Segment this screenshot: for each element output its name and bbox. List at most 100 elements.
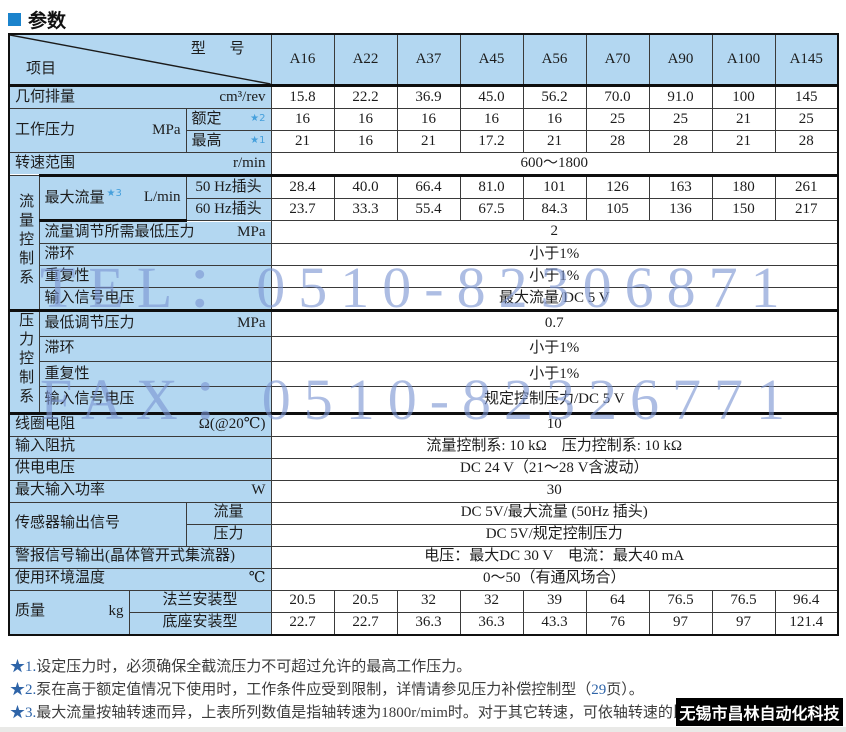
- cell-value: 56.2: [522, 85, 587, 109]
- cell-value: 25: [585, 108, 650, 131]
- cell-value: 39: [522, 589, 587, 613]
- sensor-flow-label-cell: 流量: [185, 501, 272, 525]
- cell-value: 20.5: [270, 589, 335, 613]
- ambient-temp-label: 使用环境温度: [15, 570, 106, 587]
- flow-min-pressure-unit: MPa: [237, 223, 266, 240]
- footnote-3: ★3.最大流量按轴转速而异，上表所列数值是指轴转速为1800r/mim时。对于其…: [10, 701, 688, 722]
- coil-resistance-label-cell: 线圈电阻 Ω(@20℃): [8, 412, 272, 437]
- cell-value: 21: [522, 130, 587, 153]
- cell-value: 25: [774, 108, 839, 131]
- pressure-label: 工作压力: [15, 121, 76, 138]
- press-repeatability-value: 小于1%: [270, 361, 839, 388]
- coil-resistance-label: 线圈电阻: [15, 416, 76, 433]
- model-col-a100: A100: [711, 33, 776, 87]
- flow-min-pressure-value: 2: [270, 220, 839, 244]
- cell-value: 20.5: [333, 589, 398, 613]
- row-weight-flange: 质量 kg 法兰安装型 20.5 20.5 32 32 39 64 76.5 76…: [8, 589, 839, 636]
- cell-value: 16: [459, 108, 524, 131]
- footnote-ref-1: ★1: [250, 135, 266, 147]
- weight-label-cell: 质量 kg: [8, 589, 130, 636]
- cell-value: 16: [270, 108, 335, 131]
- rated-label: 额定: [191, 110, 222, 127]
- flow-repeatability-value: 小于1%: [270, 265, 839, 288]
- model-col-a70: A70: [585, 33, 650, 87]
- ambient-temp-value: 0～50（有通风场合）: [270, 567, 839, 591]
- model-header-label: 型 号: [190, 41, 255, 57]
- diagonal-header-cell: 型 号 项目: [8, 33, 272, 87]
- model-col-a37: A37: [396, 33, 461, 87]
- cell-value: 16: [396, 108, 461, 131]
- row-supply-voltage: 供电电压 DC 24 V（21～28 V含波动）: [8, 457, 839, 481]
- cell-value: 32: [459, 589, 524, 613]
- input-impedance-label-cell: 输入阻抗: [8, 435, 272, 459]
- displacement-label: 几何排量: [15, 88, 76, 105]
- hz60-label-cell: 60 Hz插头: [185, 198, 272, 221]
- max-input-power-value: 30: [270, 479, 839, 503]
- flow-input-signal-label-cell: 输入信号电压: [38, 287, 272, 312]
- cell-value: 28: [774, 130, 839, 153]
- cell-value: 150: [711, 198, 776, 221]
- cell-value: 105: [585, 198, 650, 221]
- row-max-input-power: 最大输入功率 W 30: [8, 479, 839, 503]
- speed-unit: r/min: [233, 154, 266, 171]
- press-hysteresis-value: 小于1%: [270, 336, 839, 363]
- item-header-label: 项目: [26, 61, 57, 78]
- cell-value: 96.4: [774, 589, 839, 613]
- row-sensor-pressure: 压力 DC 5V/规定控制压力: [9, 523, 839, 547]
- footnote-1-text: 设定压力时，必须确保全截流压力不可超过允许的最高工作压力。: [36, 659, 472, 675]
- cell-value: 16: [522, 108, 587, 131]
- cell-value: 163: [648, 175, 713, 199]
- model-col-a90: A90: [648, 33, 713, 87]
- cell-value: 180: [711, 175, 776, 199]
- footnote-2: ★2.泵在高于额定值情况下使用时，工作条件应受到限制，详情请参见压力补偿控制型（…: [10, 678, 644, 699]
- max-input-power-label: 最大输入功率: [15, 482, 106, 499]
- press-min-adjust-unit: MPa: [237, 315, 266, 332]
- max-label: 最高: [191, 132, 222, 149]
- cell-value: 21: [711, 130, 776, 153]
- cell-value: 28: [585, 130, 650, 153]
- row-maxflow-60hz: 60 Hz插头 23.7 33.3 55.4 67.5 84.3 105 136…: [9, 198, 839, 221]
- flow-min-pressure-label-cell: 流量调节所需最低压力 MPa: [38, 220, 272, 244]
- bottom-strip: [0, 727, 846, 732]
- footnote-ref-3: ★3: [106, 188, 122, 200]
- model-col-a22: A22: [333, 33, 398, 87]
- footnote-2-text-after: 页）。: [606, 682, 644, 698]
- row-press-min-adjust: 压力控制系 最低调节压力 MPa 0.7: [8, 309, 839, 415]
- cell-value: 136: [648, 198, 713, 221]
- cell-value: 17.2: [459, 130, 524, 153]
- max-label-cell: 最高 ★1: [185, 130, 272, 153]
- footnote-ref-2: ★2: [250, 113, 266, 125]
- pressure-unit: MPa: [152, 121, 181, 138]
- company-badge: 无锡市昌林自动化科技: [676, 698, 843, 726]
- cell-value: 45.0: [459, 85, 524, 109]
- sensor-pressure-label-cell: 压力: [185, 523, 272, 547]
- cell-value: 121.4: [774, 611, 839, 636]
- cell-value: 97: [711, 611, 776, 636]
- cell-value: 76: [585, 611, 650, 636]
- page-title: 参数: [8, 6, 66, 33]
- row-flow-min-pressure: 流量调节所需最低压力 MPa 2: [9, 220, 839, 244]
- footnote-3-marker: ★3.: [10, 705, 37, 721]
- row-press-input-signal: 输入信号电压 规定控制压力/DC 5 V: [9, 386, 839, 415]
- flow-hysteresis-value: 小于1%: [270, 243, 839, 266]
- maxflow-label-cell: 最大流量 ★3 L/min: [38, 174, 187, 222]
- weight-unit: kg: [108, 603, 124, 620]
- cell-value: 67.5: [459, 198, 524, 221]
- alarm-label-cell: 警报信号输出(晶体管开式集流器): [8, 545, 272, 569]
- displacement-unit: cm³/rev: [219, 88, 266, 105]
- cell-value: 16: [333, 108, 398, 131]
- cell-value: 43.3: [522, 611, 587, 636]
- row-input-impedance: 输入阻抗 流量控制系: 10 kΩ 压力控制系: 10 kΩ: [8, 435, 839, 459]
- speed-label-cell: 转速范围 r/min: [8, 152, 272, 176]
- speed-label: 转速范围: [15, 154, 76, 171]
- press-min-adjust-label: 最低调节压力: [44, 315, 135, 332]
- pressure-group-cell: 压力控制系: [8, 310, 40, 415]
- row-weight-base: 底座安装型 22.7 22.7 36.3 36.3 43.3 76 97 97 …: [9, 611, 839, 636]
- cell-value: 36.3: [396, 611, 461, 636]
- header-row: 型 号 项目 A16 A22 A37 A45 A56 A70 A90 A100 …: [8, 33, 839, 87]
- row-press-hysteresis: 滞环 小于1%: [9, 336, 839, 363]
- cell-value: 25: [648, 108, 713, 131]
- cell-value: 22.2: [333, 85, 398, 109]
- flow-input-signal-value: 最大流量/DC 5 V: [270, 287, 839, 312]
- maxflow-unit: L/min: [143, 189, 181, 206]
